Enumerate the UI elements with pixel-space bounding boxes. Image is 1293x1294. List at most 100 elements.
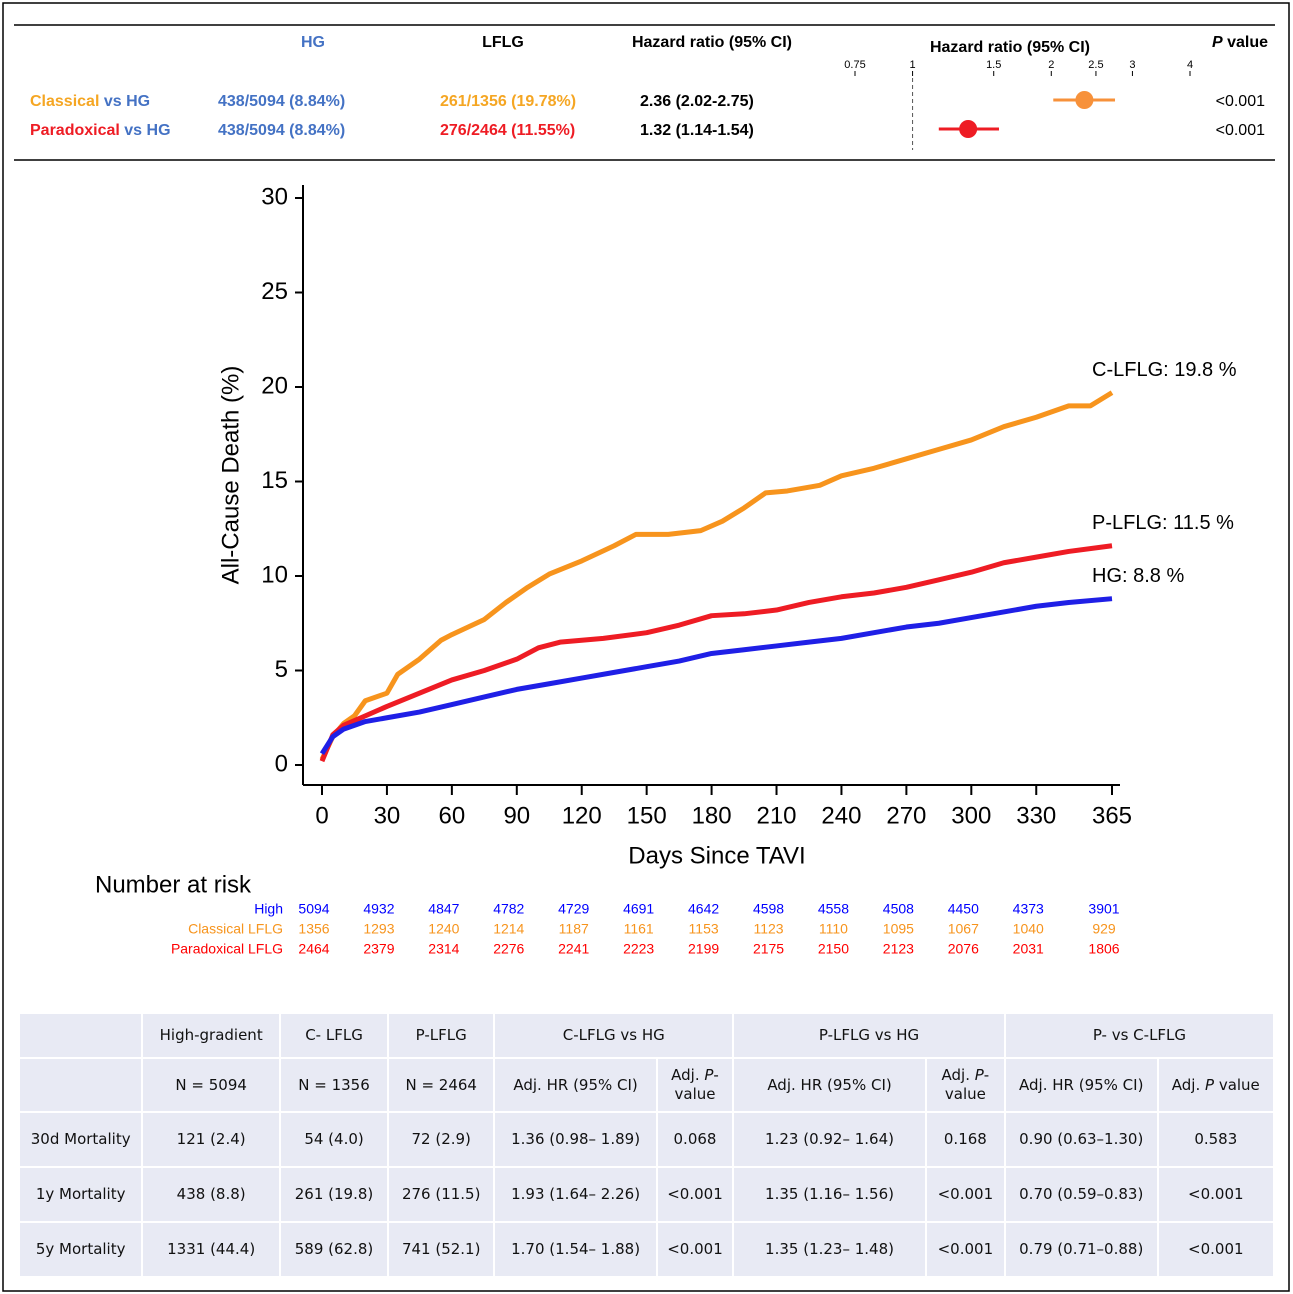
risk-value: 2076: [948, 941, 979, 957]
risk-value: 2464: [298, 941, 329, 957]
header-cell: Adj. P value: [1156, 1057, 1276, 1113]
y-tick-label: 30: [261, 183, 288, 210]
lflg-events: 276/2464 (11.55%): [440, 122, 575, 139]
y-tick-label: 5: [275, 656, 288, 683]
table-cell: 54 (4.0): [278, 1111, 390, 1168]
header-row: N = 5094 N = 1356 N = 2464 Adj. HR (95% CI)…: [17, 1057, 1276, 1113]
risk-value: 4558: [818, 901, 849, 917]
forest-tick-label: 0.75: [844, 59, 865, 71]
risk-value: 2223: [623, 941, 654, 957]
table-cell: 1.36 (0.98– 1.89): [493, 1111, 658, 1168]
x-tick-label: 120: [562, 802, 602, 829]
x-tick-label: 60: [439, 802, 466, 829]
results-table: High-gradient C- LFLG P-LFLG C-LFLG vs HG P-…: [17, 1012, 1276, 1278]
header: Hazard ratio (95% CI): [930, 39, 1090, 56]
header-cell: N = 5094: [141, 1057, 281, 1113]
table-cell: 1.93 (1.64– 2.26): [493, 1166, 658, 1223]
table-cell: 5y Mortality: [17, 1221, 144, 1278]
table-cell: 276 (11.5): [387, 1166, 496, 1223]
header: LFLG: [482, 34, 524, 51]
x-tick-label: 300: [951, 802, 991, 829]
table-cell: <0.001: [1156, 1221, 1276, 1278]
header-cell: Adj. HR (95% CI): [493, 1057, 658, 1113]
table-cell: <0.001: [924, 1166, 1006, 1223]
table-cell: 1.35 (1.16– 1.56): [732, 1166, 927, 1223]
risk-value: 5094: [298, 901, 329, 917]
y-tick-label: 15: [261, 467, 288, 494]
header: HG: [301, 34, 325, 51]
table-row: 5y Mortality 1331 (44.4) 589 (62.8) 741 (52…: [17, 1221, 1276, 1278]
risk-value: 1153: [689, 921, 719, 937]
risk-value: 2379: [363, 941, 394, 957]
risk-value: 1293: [363, 921, 394, 937]
forest-tick-label: 1: [910, 59, 916, 71]
header-cell: N = 2464: [387, 1057, 496, 1113]
y-tick-label: 10: [261, 561, 288, 588]
hg-events: 438/5094 (8.84%): [218, 93, 345, 110]
risk-value: 1240: [428, 921, 459, 937]
risk-label: High: [254, 901, 283, 917]
x-axis-label: Days Since TAVI: [628, 842, 805, 869]
header-cell: High-gradient: [141, 1012, 281, 1059]
cell-part: -value: [944, 1066, 990, 1103]
header-part: value: [1223, 34, 1268, 51]
risk-value: 4782: [493, 901, 524, 917]
header-cell: N = 1356: [278, 1057, 390, 1113]
risk-value: 4691: [623, 901, 654, 917]
km-curve: [319, 596, 1113, 756]
cell-part: P: [704, 1066, 714, 1084]
forest-tick-label: 1.5: [986, 59, 1001, 71]
vs: vs: [120, 122, 147, 139]
x-tick-label: 210: [756, 802, 796, 829]
row-label: Classical vs HG: [30, 93, 150, 110]
risk-value: 1040: [1013, 921, 1044, 937]
risk-value: 1095: [883, 921, 914, 937]
table-cell: 589 (62.8): [278, 1221, 390, 1278]
vs: vs: [99, 93, 126, 110]
p-value: <0.001: [1216, 122, 1265, 139]
km-curve: [319, 390, 1114, 761]
table-row: 30d Mortality 121 (2.4) 54 (4.0) 72 (2.9) 1.…: [17, 1111, 1276, 1168]
hr-label: 2.36 (2.02-2.75): [640, 93, 754, 110]
table-cell: <0.001: [924, 1221, 1006, 1278]
header-cell: P- vs C-LFLG: [1003, 1012, 1276, 1059]
header-part: P: [1212, 34, 1223, 51]
table-cell: 1331 (44.4): [141, 1221, 281, 1278]
row-label: Paradoxical vs HG: [30, 122, 171, 139]
table-cell: 0.90 (0.63–1.30): [1003, 1111, 1159, 1168]
reference-group: HG: [126, 93, 150, 110]
x-tick-label: 180: [692, 802, 732, 829]
header-cell: C-LFLG vs HG: [493, 1012, 735, 1059]
risk-value: 4450: [948, 901, 979, 917]
header-row: High-gradient C- LFLG P-LFLG C-LFLG vs HG P-…: [17, 1012, 1276, 1059]
risk-label: Paradoxical LFLG: [171, 941, 283, 957]
risk-value: 4373: [1013, 901, 1044, 917]
table-cell: 438 (8.8): [141, 1166, 281, 1223]
km-curve: [319, 543, 1113, 763]
risk-value: 1161: [624, 921, 654, 937]
forest-tick-label: 4: [1187, 59, 1193, 71]
x-tick-label: 270: [886, 802, 926, 829]
risk-value: 2199: [688, 941, 719, 957]
header-cell: P-LFLG: [387, 1012, 496, 1059]
risk-value: 2241: [558, 941, 589, 957]
table-cell: 741 (52.1): [387, 1221, 496, 1278]
cell-part: P: [1205, 1075, 1215, 1094]
hr-point: [1075, 91, 1094, 109]
table-cell: 261 (19.8): [278, 1166, 390, 1223]
header-cell: C- LFLG: [278, 1012, 390, 1059]
risk-value: 1356: [298, 921, 329, 937]
lflg-events: 261/1356 (19.78%): [440, 93, 576, 110]
risk-value: 4932: [363, 901, 394, 917]
table-cell: <0.001: [655, 1221, 735, 1278]
cell-part: Adj.: [1171, 1075, 1205, 1094]
risk-value: 1110: [819, 921, 848, 937]
x-tick-label: 365: [1092, 802, 1132, 829]
hr-label: 1.32 (1.14-1.54): [640, 122, 754, 139]
risk-value: 4642: [688, 901, 719, 917]
risk-value: 1067: [948, 921, 979, 937]
reference-group: HG: [147, 122, 171, 139]
